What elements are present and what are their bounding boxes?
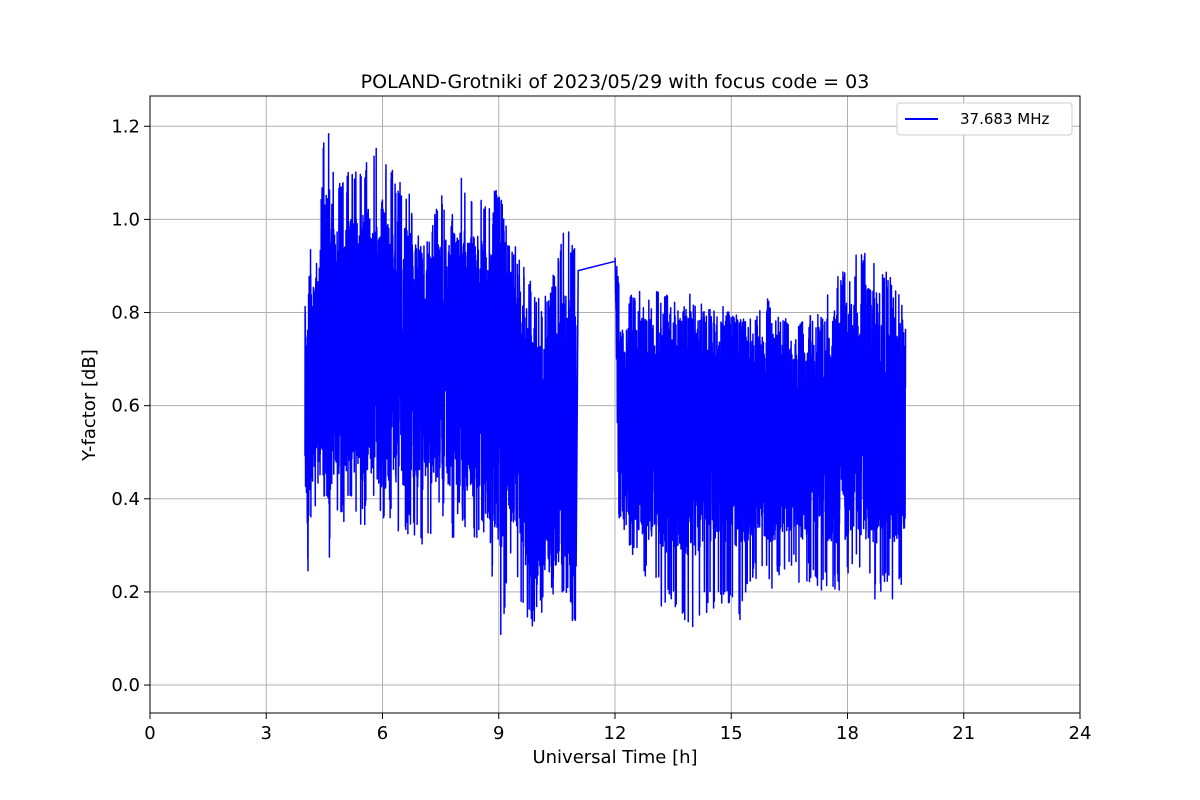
legend-label-37-683-mhz: 37.683 MHz (960, 110, 1049, 128)
y-tick-label: 0.8 (111, 303, 140, 324)
y-axis-label: Y-factor [dB] (79, 349, 100, 462)
legend: 37.683 MHz (896, 102, 1073, 136)
axis-ticks: 0 3 6 9 12 15 18 21 24 0.0 0.2 0.4 0.6 0.8 1.0 1.2 (111, 116, 1091, 744)
x-tick-label: 0 (144, 723, 155, 744)
y-tick-label: 0.6 (111, 396, 140, 417)
legend-box (896, 102, 1073, 136)
y-tick-label: 1.2 (111, 116, 140, 137)
y-tick-label: 0.4 (111, 489, 140, 510)
y-tick-label: 0.2 (111, 582, 140, 603)
x-tick-label: 15 (720, 723, 743, 744)
x-tick-label: 12 (604, 723, 627, 744)
chart-title: POLAND-Grotniki of 2023/05/29 with focus… (361, 71, 870, 93)
x-tick-label: 9 (493, 723, 504, 744)
x-tick-label: 21 (952, 723, 975, 744)
x-tick-label: 3 (261, 723, 272, 744)
x-tick-label: 24 (1069, 723, 1092, 744)
x-axis-label: Universal Time [h] (532, 747, 697, 768)
y-tick-label: 0.0 (111, 675, 140, 696)
series-line-37-683-mhz (304, 133, 907, 636)
x-tick-label: 6 (377, 723, 388, 744)
plot-data (304, 133, 907, 636)
y-tick-label: 1.0 (111, 209, 140, 230)
x-tick-label: 18 (836, 723, 859, 744)
